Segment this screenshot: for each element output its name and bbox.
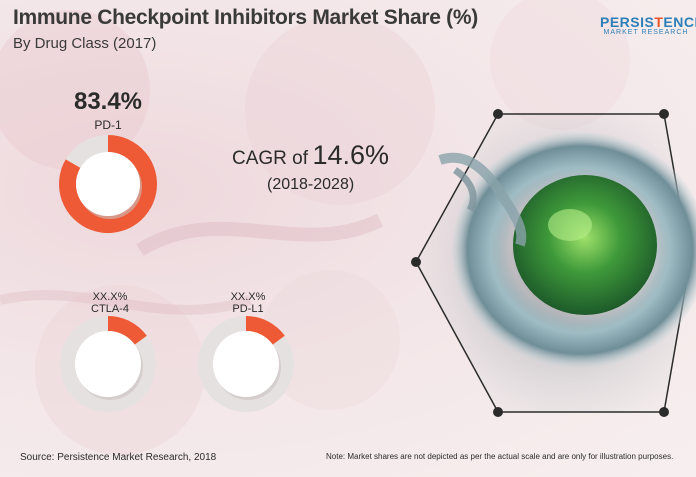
logo-name-a: PERSIS <box>600 14 655 30</box>
logo-name-c: ENCE <box>663 14 696 30</box>
logo-name-b: T <box>654 14 664 30</box>
ctla4-center <box>75 331 141 397</box>
source-note: Source: Persistence Market Research, 201… <box>20 452 217 463</box>
pdl1-slice <box>246 316 285 345</box>
pd1-value-label: 83.4% <box>73 88 143 115</box>
cagr-period: (2018-2028) <box>267 176 355 193</box>
ctla4-slice <box>108 316 147 345</box>
cagr-text: CAGR of 14.6% <box>232 140 389 171</box>
chart-title: Immune Checkpoint Inhibitors Market Shar… <box>13 6 478 29</box>
cagr-prefix: CAGR of <box>232 148 309 169</box>
chart-subtitle: By Drug Class (2017) <box>13 35 157 52</box>
brand-logo: PERSISTENCE MARKET RESEARCH <box>600 14 696 36</box>
pd1-center <box>76 152 140 216</box>
logo-wordmark: PERSISTENCE <box>600 14 696 30</box>
pd1-category-label: PD-1 <box>94 118 122 132</box>
pdl1-value-label: XX.X% <box>230 291 266 303</box>
cagr-value: 14.6% <box>312 140 390 170</box>
pdl1-center <box>213 331 279 397</box>
logo-tagline: MARKET RESEARCH <box>603 29 689 36</box>
disclaimer-note: Note: Market shares are not depicted as … <box>326 452 674 461</box>
pdl1-category-label: PD-L1 <box>232 303 264 315</box>
ctla4-value-label: XX.X% <box>92 291 128 303</box>
ctla4-category-label: CTLA-4 <box>91 303 129 315</box>
